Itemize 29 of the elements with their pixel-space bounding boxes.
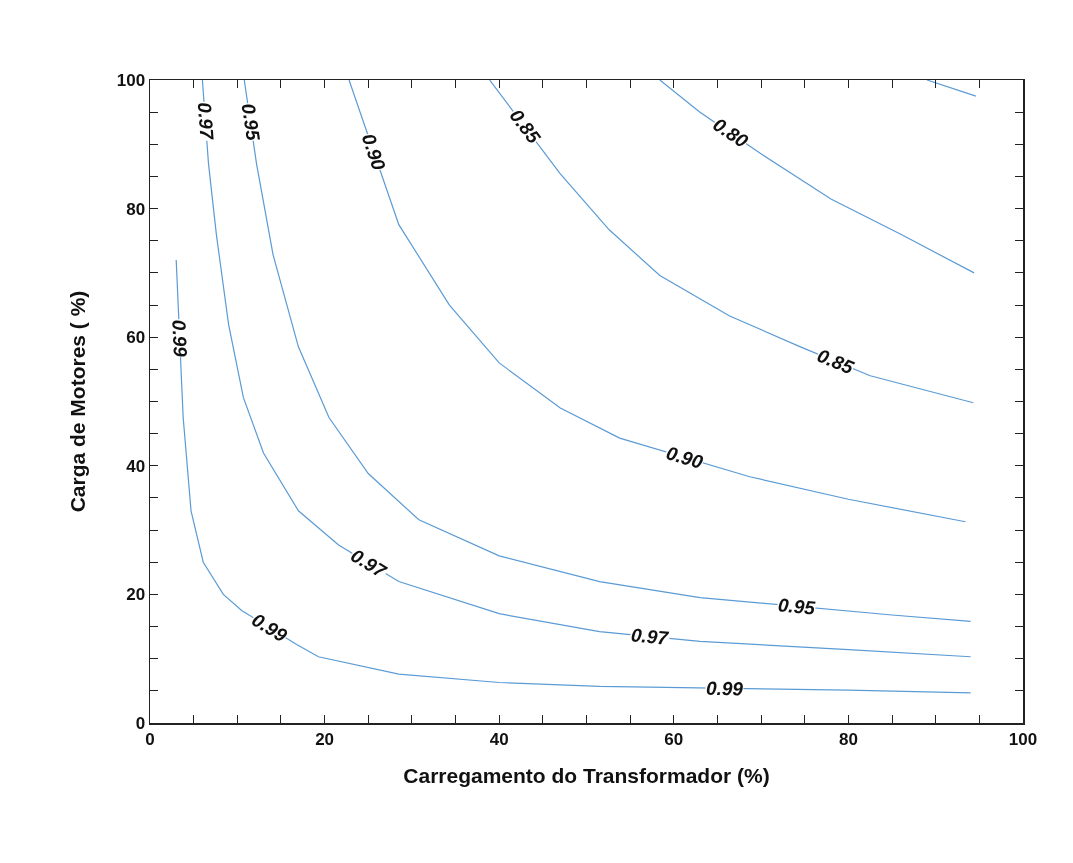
y-tick-label: 0 [135,713,146,733]
annotation: 0.85 [505,105,545,148]
x-tick-label: 40 [489,729,509,749]
annotation: 0.97 [193,101,218,142]
line-series [348,80,966,523]
y-tick-label: 60 [126,328,146,348]
annotation: 0.99 [168,319,191,358]
annotation: 0.85 [814,344,857,379]
x-axis-title: Carregamento do Transformador (%) [403,763,770,787]
y-axis-title: Carga de Motores ( %) [66,290,90,513]
annotation: 0.99 [705,677,744,700]
annotation: 0.95 [777,594,817,619]
annotation: 0.80 [709,113,753,153]
y-tick-label: 20 [126,585,146,605]
annotation: 0.95 [237,102,264,143]
annotation: 0.97 [630,624,671,649]
annotation: 0.90 [663,442,706,473]
x-tick-label: 60 [664,729,684,749]
line-series [489,80,974,404]
y-tick-label: 100 [116,70,146,90]
line-series [659,80,975,274]
annotation: 0.97 [347,544,391,583]
y-tick-label: 80 [126,199,146,219]
x-tick-label: 80 [838,729,858,749]
x-tick-label: 20 [315,729,335,749]
y-tick-label: 40 [126,456,146,476]
annotation: 0.90 [357,131,390,174]
annotation: 0.99 [248,609,292,647]
x-tick-label: 100 [1008,729,1038,749]
